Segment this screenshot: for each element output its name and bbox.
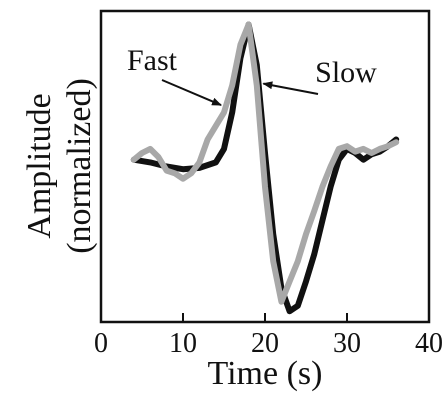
annotation-arrow-slow <box>262 81 319 95</box>
y-axis-title-line-2: (normalized) <box>61 78 98 254</box>
series-line-slow <box>130 21 400 315</box>
annotation-slow: Slow <box>315 56 377 89</box>
series-group <box>130 21 400 315</box>
y-axis-title: Amplitude (normalized) <box>21 78 98 254</box>
annotation-fast: Fast <box>127 44 178 77</box>
x-axis: 0 10 20 30 40 <box>94 313 443 359</box>
y-axis-title-line-1: Amplitude <box>21 93 58 238</box>
x-tick-label: 30 <box>333 328 361 359</box>
x-tick-label: 10 <box>169 328 197 359</box>
annotations: Fast Slow <box>127 44 377 106</box>
series-line-fast <box>130 21 400 305</box>
x-axis-title: Time (s) <box>208 355 323 392</box>
x-tick-label: 0 <box>94 328 108 359</box>
x-tick-label: 40 <box>415 328 443 359</box>
annotation-arrow-fast <box>161 79 222 106</box>
x-tick-label: 20 <box>251 328 279 359</box>
